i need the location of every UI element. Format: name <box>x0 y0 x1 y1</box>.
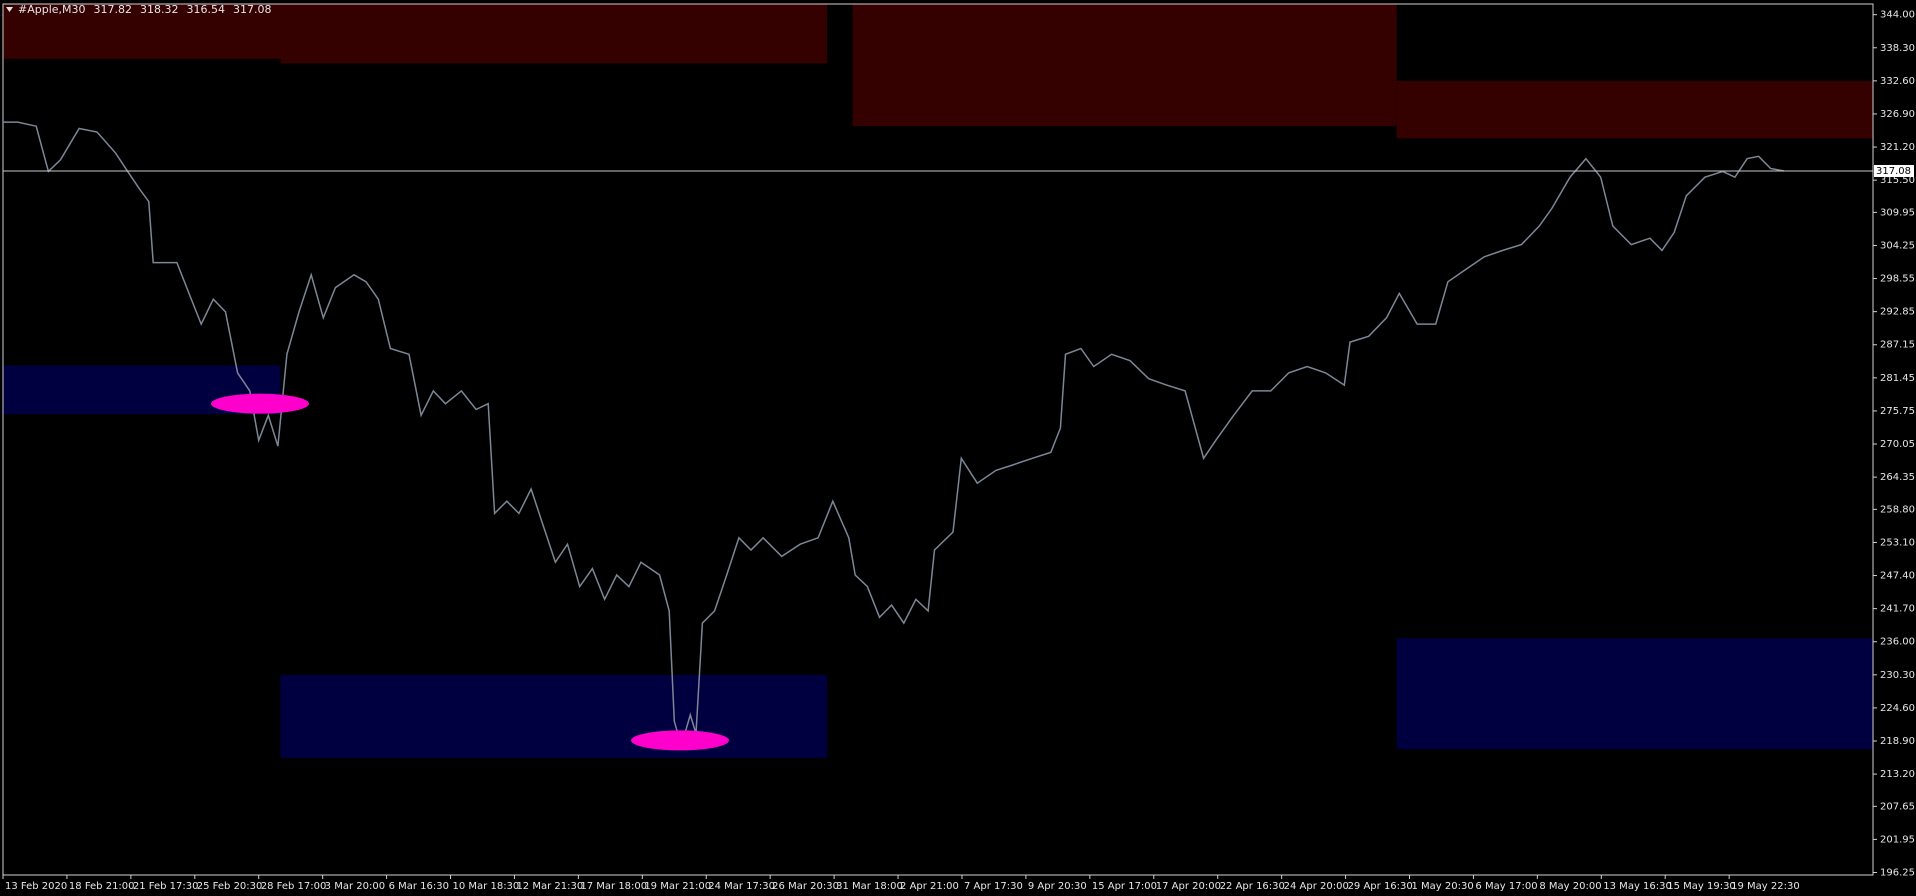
price-label-box <box>1874 164 1914 177</box>
zone <box>1396 638 1873 750</box>
x-tick-label: 13 Feb 2020 <box>5 881 67 892</box>
y-tick-label: 315.50 <box>1880 175 1915 186</box>
ohlc-value: 317.82 <box>94 3 133 16</box>
x-tick-label: 18 Feb 21:00 <box>69 881 135 892</box>
y-tick-label: 230.30 <box>1880 670 1915 681</box>
y-tick-label: 304.25 <box>1880 240 1915 251</box>
x-tick-label: 10 Mar 18:30 <box>453 881 520 892</box>
ohlc-value: 318.32 <box>140 3 179 16</box>
x-tick-label: 19 May 22:30 <box>1731 881 1800 892</box>
x-tick-label: 21 Feb 17:30 <box>133 881 199 892</box>
y-tick-label: 270.05 <box>1880 439 1915 450</box>
zone <box>280 4 828 64</box>
zone <box>852 4 1397 127</box>
y-tick-label: 247.40 <box>1880 571 1915 582</box>
y-tick-label: 287.15 <box>1880 340 1915 351</box>
x-tick-label: 17 Mar 18:00 <box>580 881 647 892</box>
y-tick-label: 196.25 <box>1880 868 1915 879</box>
x-tick-label: 6 May 17:00 <box>1475 881 1537 892</box>
price-line <box>3 121 1785 749</box>
y-tick-label: 253.10 <box>1880 537 1915 548</box>
zone <box>3 4 281 59</box>
price-label: 317.08 <box>1876 166 1911 177</box>
y-tick-label: 326.90 <box>1880 109 1915 120</box>
zone <box>280 674 828 758</box>
x-tick-label: 12 Mar 21:30 <box>516 881 583 892</box>
marker <box>211 393 310 414</box>
ohlc-value: 317.08 <box>233 3 272 16</box>
x-tick-label: 31 Mar 18:00 <box>836 881 903 892</box>
x-tick-label: 15 May 19:30 <box>1667 881 1736 892</box>
x-tick-label: 24 Mar 17:30 <box>708 881 775 892</box>
x-tick-label: 8 May 20:00 <box>1539 881 1601 892</box>
header: #Apple,M30 317.82 318.32 316.54 317.08 <box>18 3 272 16</box>
y-tick-label: 344.00 <box>1880 10 1915 21</box>
y-tick-label: 298.55 <box>1880 274 1915 285</box>
plot-frame <box>2 3 1874 876</box>
symbol: #Apple,M30 <box>18 3 86 16</box>
x-tick-label: 15 Apr 17:00 <box>1092 881 1157 892</box>
y-tick-label: 275.75 <box>1880 406 1915 417</box>
x-tick-label: 17 Apr 20:00 <box>1156 881 1221 892</box>
x-tick-label: 2 Apr 21:00 <box>900 881 959 892</box>
zone <box>1396 80 1873 139</box>
y-tick-label: 332.60 <box>1880 76 1915 87</box>
x-tick-label: 28 Feb 17:00 <box>261 881 327 892</box>
x-tick-label: 22 Apr 16:30 <box>1220 881 1285 892</box>
x-tick-label: 1 May 20:30 <box>1411 881 1473 892</box>
y-tick-label: 213.20 <box>1880 769 1915 780</box>
marker <box>631 730 730 751</box>
y-tick-label: 224.60 <box>1880 703 1915 714</box>
y-tick-label: 281.45 <box>1880 373 1915 384</box>
y-tick-label: 321.20 <box>1880 142 1915 153</box>
y-tick-label: 241.70 <box>1880 604 1915 615</box>
y-tick-label: 258.80 <box>1880 504 1915 515</box>
x-tick-label: 13 May 16:30 <box>1603 881 1672 892</box>
y-tick-label: 338.30 <box>1880 43 1915 54</box>
y-tick-label: 207.65 <box>1880 801 1915 812</box>
y-tick-label: 292.85 <box>1880 307 1915 318</box>
x-tick-label: 6 Mar 16:30 <box>389 881 449 892</box>
x-tick-label: 9 Apr 20:30 <box>1028 881 1087 892</box>
x-tick-label: 7 Apr 17:30 <box>964 881 1023 892</box>
x-tick-label: 29 Apr 16:30 <box>1348 881 1413 892</box>
x-tick-label: 25 Feb 20:30 <box>197 881 263 892</box>
y-tick-label: 264.35 <box>1880 472 1915 483</box>
x-tick-label: 26 Mar 20:30 <box>772 881 839 892</box>
x-tick-label: 19 Mar 21:00 <box>644 881 711 892</box>
y-tick-label: 201.95 <box>1880 834 1915 845</box>
x-tick-label: 24 Apr 20:00 <box>1284 881 1349 892</box>
x-tick-label: 3 Mar 20:00 <box>325 881 385 892</box>
ohlc-value: 316.54 <box>187 3 226 16</box>
header-arrow <box>6 7 13 12</box>
y-tick-label: 218.90 <box>1880 736 1915 747</box>
y-tick-label: 236.00 <box>1880 637 1915 648</box>
y-tick-label: 309.95 <box>1880 207 1915 218</box>
